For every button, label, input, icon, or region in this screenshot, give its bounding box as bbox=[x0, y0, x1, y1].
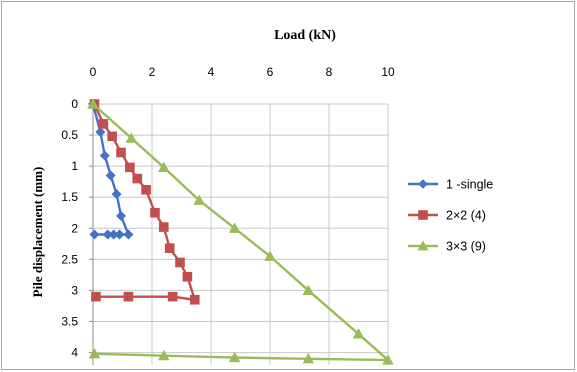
triangle-marker bbox=[264, 250, 276, 261]
y-axis-label: Pile displacement (mm) bbox=[30, 167, 45, 298]
chart-title: Load (kN) bbox=[274, 28, 336, 43]
triangle-marker bbox=[302, 284, 315, 296]
triangle-marker bbox=[302, 353, 315, 364]
triangle-marker bbox=[88, 348, 101, 359]
diamond-marker bbox=[95, 126, 106, 137]
series-layer bbox=[87, 98, 394, 365]
y-tick-label: 1.5 bbox=[61, 190, 78, 204]
y-tick-label: 4 bbox=[71, 346, 78, 360]
diamond-marker bbox=[123, 229, 134, 240]
triangle-marker bbox=[125, 132, 138, 143]
axis-ticks: 0 2 4 6 8 10 0 0.5 1 1.5 2 2.5 3 3.5 4 bbox=[61, 65, 395, 360]
y-tick-label: 1 bbox=[71, 159, 78, 173]
triangle-marker bbox=[352, 328, 365, 339]
triangle-marker bbox=[158, 349, 170, 361]
series-2 bbox=[89, 99, 200, 305]
x-tick-label: 6 bbox=[267, 65, 274, 79]
diamond-marker bbox=[102, 229, 113, 240]
square-marker bbox=[116, 147, 126, 158]
square-marker bbox=[91, 291, 101, 302]
square-marker bbox=[98, 119, 109, 129]
diamond-marker bbox=[114, 229, 125, 240]
legend: 1 -single 2×2 (4) 3×3 (9) bbox=[408, 178, 493, 254]
y-tick-label: 3.5 bbox=[61, 315, 78, 329]
legend-item: 1 -single bbox=[408, 178, 493, 192]
legend-label: 2×2 (4) bbox=[446, 209, 486, 223]
square-marker bbox=[175, 257, 185, 268]
diamond-marker bbox=[105, 170, 116, 181]
legend-item: 3×3 (9) bbox=[408, 240, 486, 254]
series-line bbox=[93, 103, 196, 301]
x-tick-label: 8 bbox=[326, 65, 333, 79]
square-marker bbox=[164, 243, 175, 253]
triangle-marker bbox=[228, 351, 241, 363]
diamond-marker bbox=[111, 189, 122, 200]
y-tick-label: 3 bbox=[71, 283, 78, 297]
legend-label: 3×3 (9) bbox=[446, 240, 486, 254]
y-tick-label: 2.5 bbox=[61, 252, 78, 266]
square-marker bbox=[125, 162, 135, 173]
square-marker bbox=[141, 184, 151, 195]
y-tick-label: 2 bbox=[71, 221, 78, 235]
diamond-marker bbox=[116, 210, 127, 221]
x-tick-label: 0 bbox=[90, 65, 97, 79]
square-marker bbox=[182, 271, 193, 282]
triangle-marker bbox=[228, 222, 241, 233]
square-marker bbox=[189, 294, 200, 305]
triangle-marker bbox=[193, 194, 205, 205]
y-tick-label: 0.5 bbox=[61, 128, 78, 142]
square-marker bbox=[167, 291, 178, 302]
square-marker bbox=[107, 131, 117, 142]
diamond-marker bbox=[418, 179, 428, 189]
series-3 bbox=[87, 98, 394, 365]
legend-label: 1 -single bbox=[446, 178, 493, 192]
square-marker bbox=[150, 207, 160, 218]
diamond-marker bbox=[99, 150, 110, 161]
square-marker bbox=[159, 222, 169, 232]
diamond-marker bbox=[89, 229, 100, 240]
y-tick-label: 0 bbox=[71, 97, 78, 111]
triangle-marker bbox=[87, 98, 99, 109]
x-tick-label: 4 bbox=[208, 65, 215, 79]
diamond-marker bbox=[108, 229, 119, 240]
square-marker bbox=[132, 173, 143, 184]
grid bbox=[89, 103, 389, 365]
triangle-marker bbox=[417, 240, 429, 251]
square-marker bbox=[123, 291, 134, 302]
x-tick-label: 2 bbox=[149, 65, 156, 79]
triangle-marker bbox=[158, 161, 170, 172]
square-marker bbox=[418, 210, 428, 220]
x-tick-label: 10 bbox=[381, 65, 395, 79]
triangle-marker bbox=[382, 354, 394, 365]
legend-item: 2×2 (4) bbox=[408, 209, 486, 223]
